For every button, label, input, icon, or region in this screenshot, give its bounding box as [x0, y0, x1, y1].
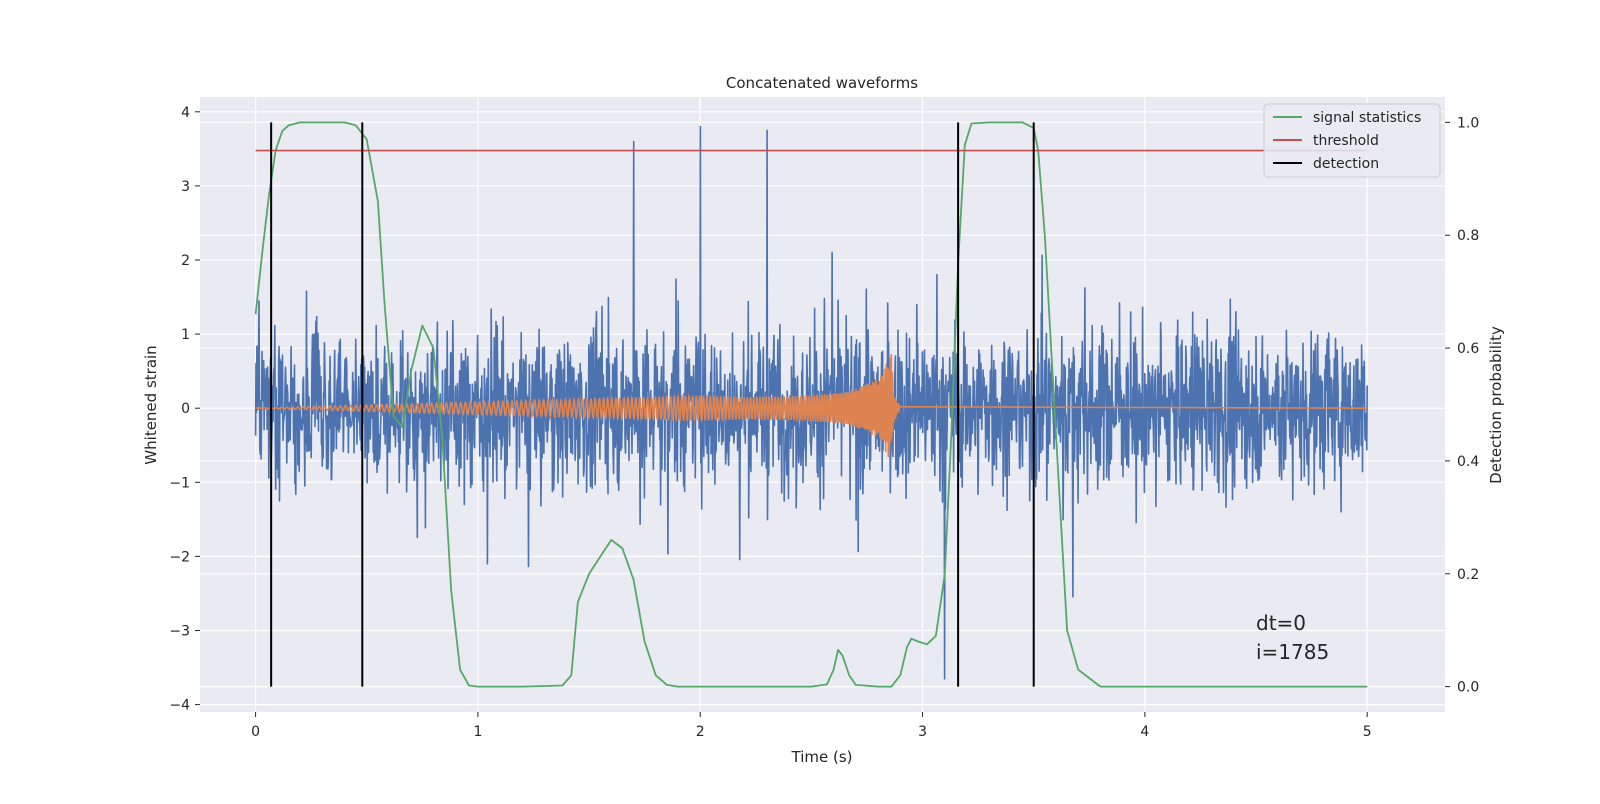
y-tick-label: 4: [181, 105, 190, 121]
legend-box: [1263, 103, 1441, 178]
y-tick-label: 3: [181, 179, 190, 195]
y-tick-label: −2: [169, 549, 190, 565]
annotation-dt: dt=0: [1256, 611, 1306, 635]
signal-statistics-line: [254, 121, 1368, 688]
x-tick-label: 0: [251, 724, 260, 740]
x-axis-label: Time (s): [791, 748, 853, 766]
x-tick-label: 5: [1363, 724, 1372, 740]
y-right-tick-label: 0.2: [1457, 567, 1479, 583]
x-tick-label: 1: [473, 724, 482, 740]
legend-label-threshold: threshold: [1313, 133, 1379, 149]
y-tick-label: −4: [169, 698, 190, 714]
legend-label-signal-statistics: signal statistics: [1313, 110, 1421, 126]
x-tick-label: 4: [1140, 724, 1149, 740]
injected-waveform-series: [255, 353, 1368, 458]
y-tick-label: 0: [181, 401, 190, 417]
signal-statistics-series: [254, 121, 1368, 688]
y-tick-label: −3: [169, 623, 190, 639]
y-right-tick-label: 0.4: [1457, 454, 1479, 470]
legend: signal statistics threshold detection: [1263, 103, 1441, 178]
y-right-tick-label: 0.8: [1457, 228, 1479, 244]
x-tick-label: 3: [918, 724, 927, 740]
chart-title: Concatenated waveforms: [726, 74, 918, 92]
y-tick-label: −1: [169, 475, 190, 491]
x-tick-label: 2: [696, 724, 705, 740]
y-axis-label: Whitened strain: [142, 345, 160, 464]
y-tick-label: 1: [181, 327, 190, 343]
injected-trace: [255, 353, 1368, 458]
y-right-tick-label: 0.0: [1457, 680, 1479, 696]
y-right-tick-label: 1.0: [1457, 115, 1479, 131]
y-right-tick-label: 0.6: [1457, 341, 1479, 357]
noise-trace: [254, 125, 1368, 680]
axes: 0 1 2 3 4 5 −4 −3 −2 −1 0 1 2 3 4 0.0 0.2 0.4 0.6 0.8 1.0: [169, 105, 1479, 740]
y-axis-label-right: Detection probability: [1487, 326, 1505, 484]
noise-series: [254, 125, 1368, 680]
y-tick-label: 2: [181, 253, 190, 269]
detection-series: [270, 122, 1035, 687]
annotation-index: i=1785: [1256, 640, 1329, 664]
legend-label-detection: detection: [1313, 156, 1379, 172]
